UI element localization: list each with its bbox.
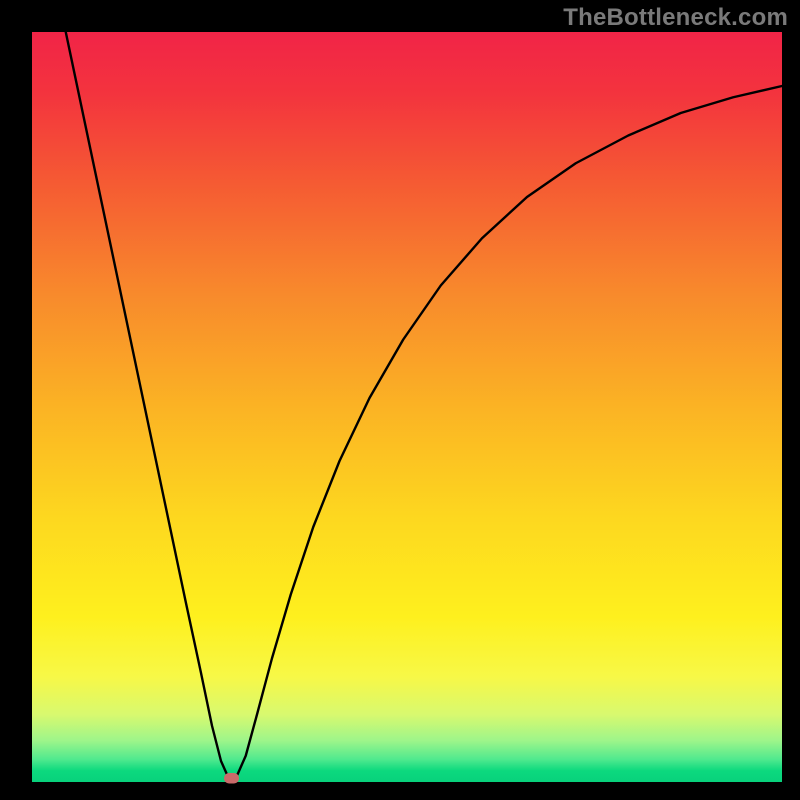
sweet-spot-marker: [224, 773, 239, 784]
watermark-label: TheBottleneck.com: [563, 4, 788, 32]
bottleneck-chart: TheBottleneck.com: [0, 0, 800, 800]
chart-svg: [0, 0, 800, 800]
